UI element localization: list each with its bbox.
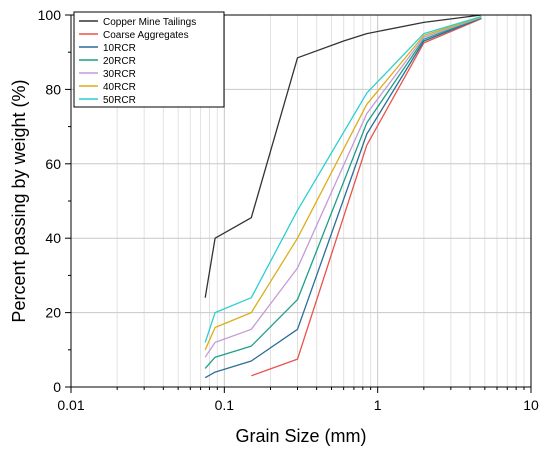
y-tick-label: 0 [53,379,61,395]
legend-label: 30RCR [103,69,136,80]
series-line-30rcr [204,16,482,358]
y-tick-label: 80 [45,81,61,97]
legend: Copper Mine Tailings Coarse Aggregates 10R… [73,11,225,108]
legend-box [73,11,225,108]
x-axis-title: Grain Size (mm) [235,426,366,446]
x-tick-label: 1 [374,397,382,413]
series-lines [204,14,482,379]
x-tick-label: 0.1 [215,397,235,413]
series-line-coarse-aggregates [251,18,482,377]
series-line-40rcr [204,16,482,351]
y-tick-label: 20 [45,305,61,321]
legend-label: Coarse Aggregates [103,30,189,41]
series-line-10rcr [204,17,482,379]
y-tick-label: 60 [45,156,61,172]
legend-label: Copper Mine Tailings [103,17,196,28]
legend-label: 50RCR [103,95,136,106]
x-tick-label: 10 [523,397,539,413]
y-axis-title: Percent passing by weight (%) [9,79,29,322]
x-tick-label: 0.01 [57,397,84,413]
series-line-copper-mine-tailings [204,14,482,298]
y-tick-label: 40 [45,230,61,246]
series-line-20rcr [204,16,482,369]
legend-label: 40RCR [103,82,136,93]
ticks [65,14,532,393]
legend-label: 20RCR [103,56,136,67]
legend-label: 10RCR [103,43,136,54]
y-tick-label: 100 [38,7,62,23]
series-line-50rcr [204,15,482,343]
